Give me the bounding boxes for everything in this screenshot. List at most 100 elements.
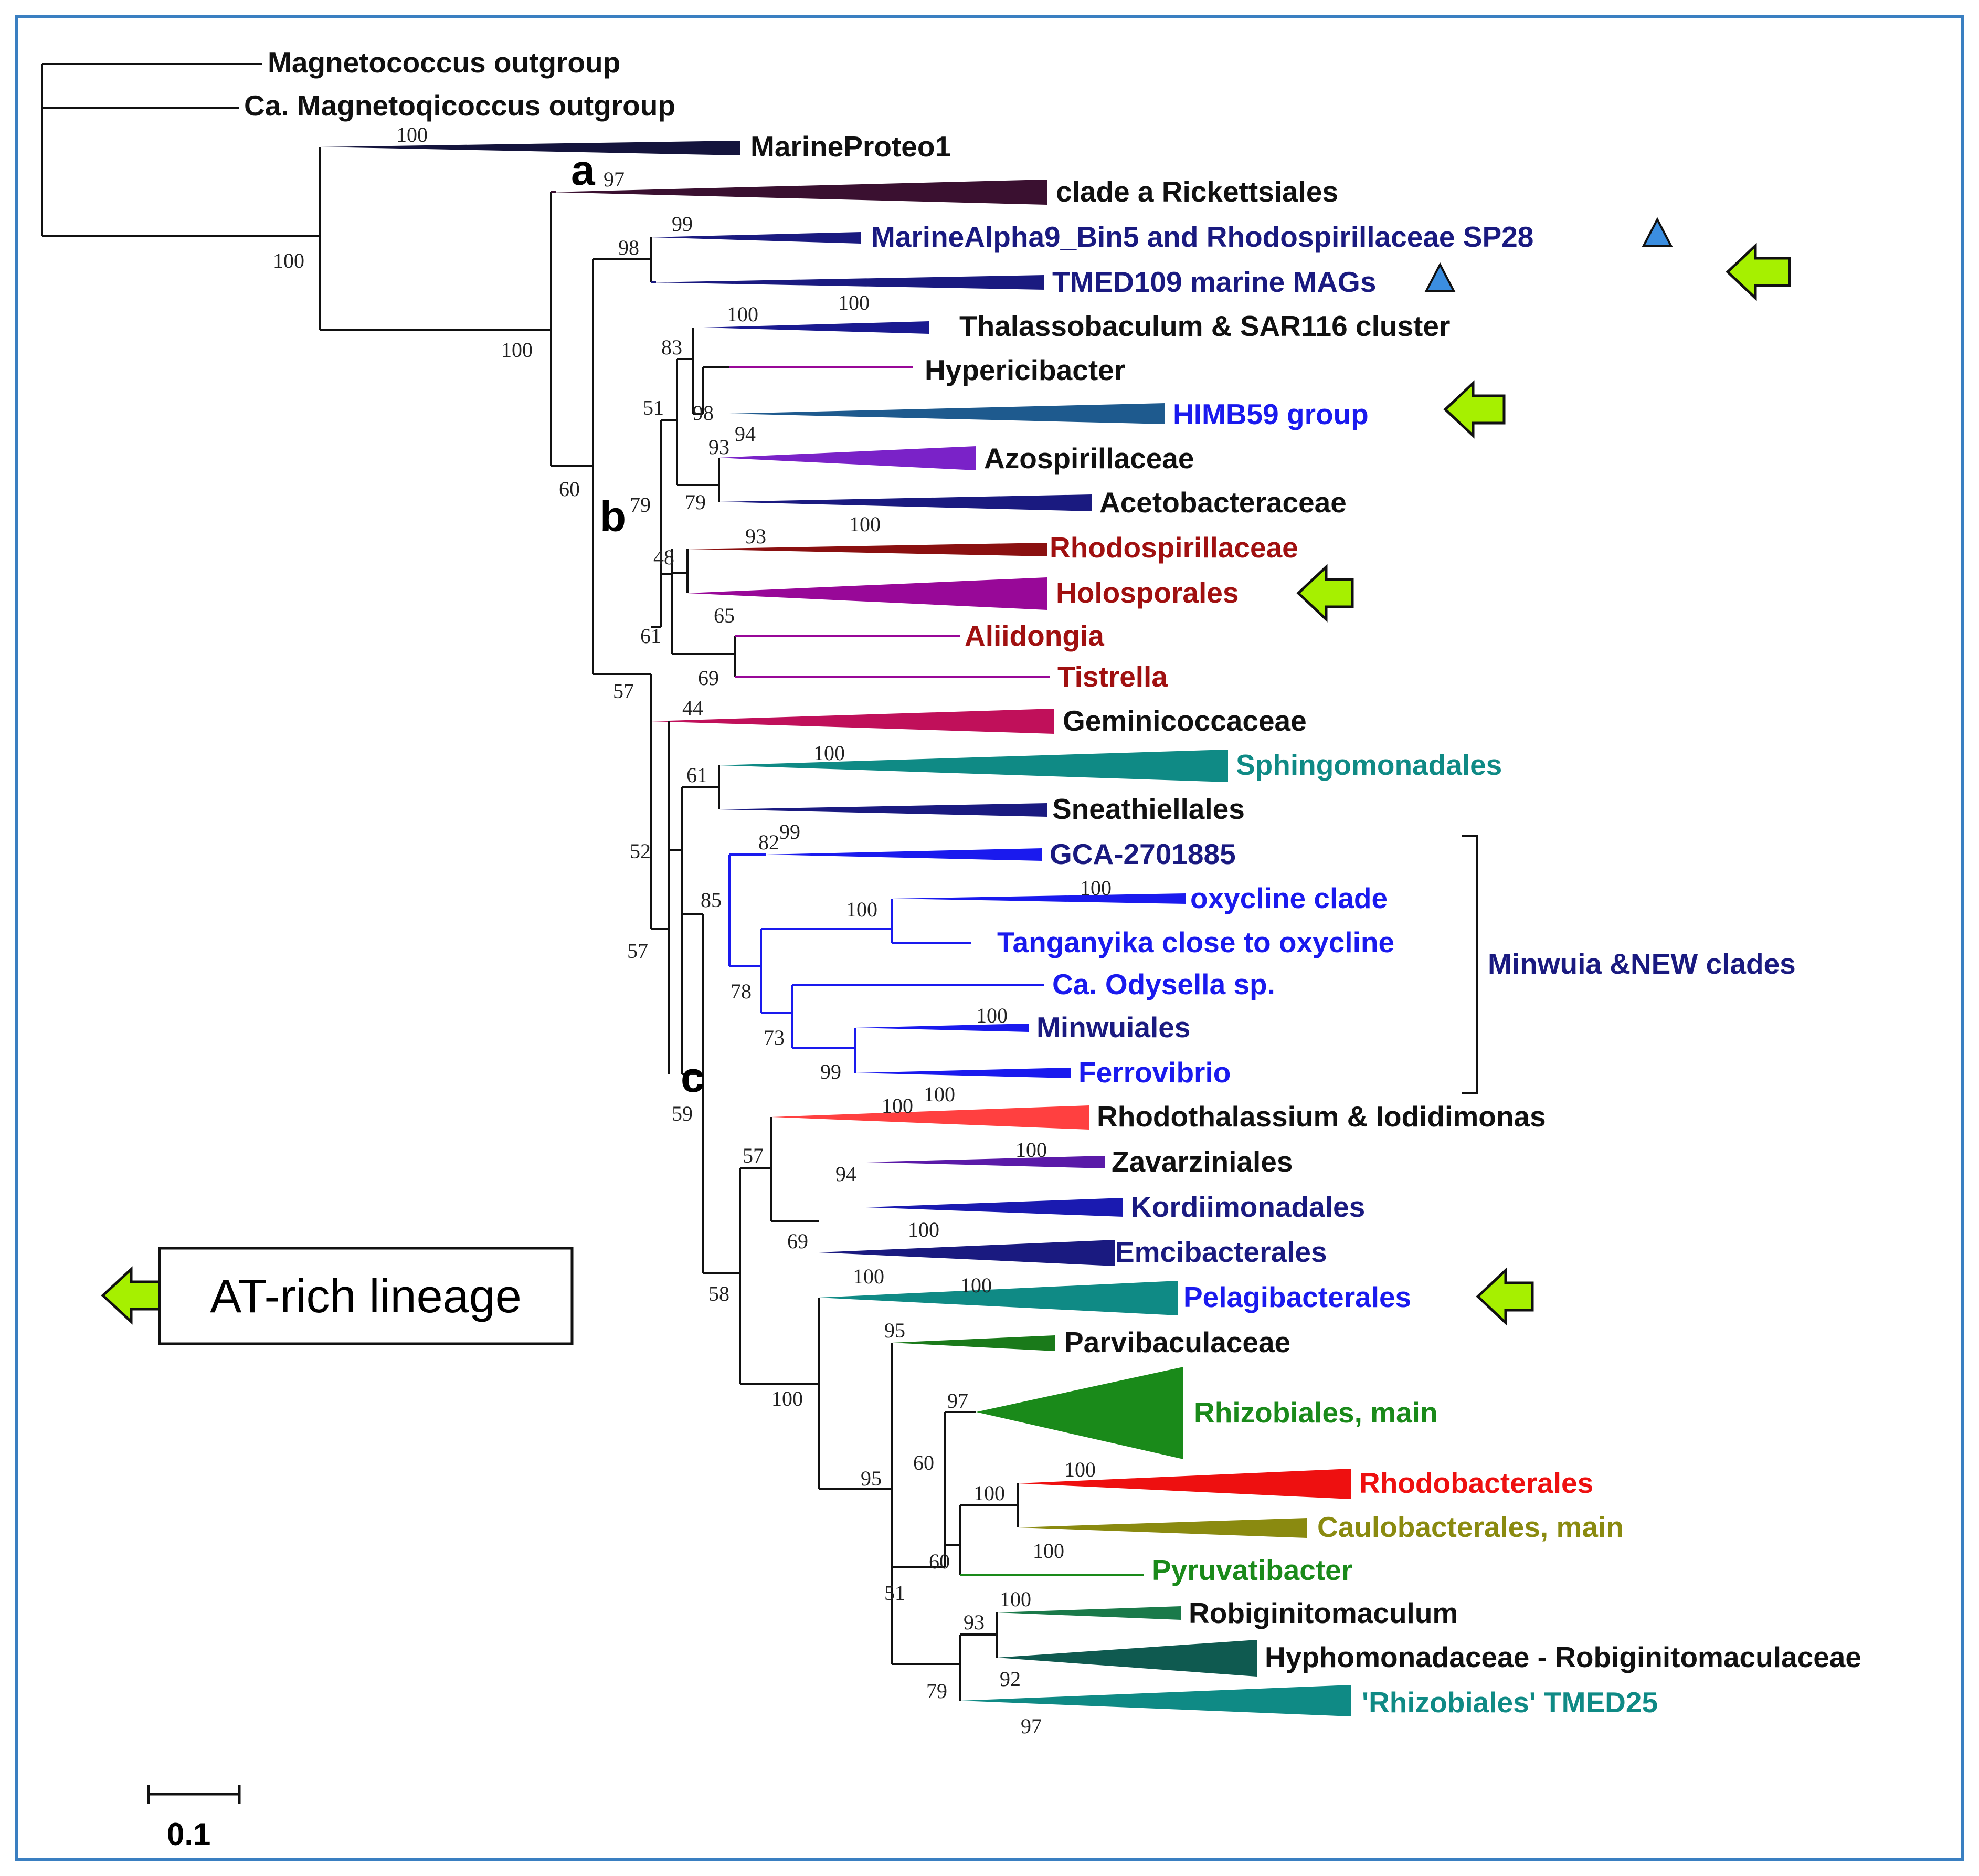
wedge-sneathiellales [719, 803, 1047, 817]
bootstrap-value: 73 [764, 1026, 785, 1049]
taxon-label-marineproteo1: MarineProteo1 [750, 130, 951, 163]
bootstrap-value: 95 [861, 1467, 882, 1490]
wedge-robiginitomaculum [997, 1606, 1181, 1620]
wedge-rickettsiales [551, 180, 1047, 205]
bootstrap-value: 57 [613, 679, 634, 703]
bootstrap-value: 100 [813, 741, 845, 765]
taxon-label-rhodospirillaceae: Rhodospirillaceae [1050, 531, 1298, 564]
branch-rhizobiales-root [740, 1298, 892, 1490]
bootstrap-value: 57 [627, 939, 648, 963]
bootstrap-value: 59 [672, 1102, 693, 1125]
bootstrap-value: 79 [630, 493, 651, 517]
branch-minwuia-root [682, 913, 819, 1384]
bootstrap-value: 99 [672, 212, 693, 236]
clade-letter-c: c [681, 1053, 705, 1101]
taxon-label-zavarziniales: Zavarziniales [1112, 1145, 1293, 1178]
bootstrap-value: 100 [960, 1273, 992, 1297]
bootstrap-value: 98 [618, 236, 639, 259]
taxon-label-parvibaculaceae: Parvibaculaceae [1064, 1326, 1290, 1358]
legend-label: AT-rich lineage [210, 1270, 522, 1323]
taxon-label-rhodobacterales: Rhodobacterales [1359, 1467, 1593, 1499]
bootstrap-value: 100 [396, 123, 428, 146]
bootstrap-value: 100 [882, 1094, 913, 1118]
taxon-label-odysella: Ca. Odysella sp. [1052, 968, 1275, 1000]
taxon-label-geminicoccaceae: Geminicoccaceae [1063, 704, 1307, 737]
bootstrap-value: 51 [643, 396, 664, 419]
taxon-label-azospirillaceae: Azospirillaceae [984, 442, 1194, 475]
branch-node-b [592, 258, 651, 675]
wedge-rhizobiales [976, 1367, 1183, 1459]
bootstrap-value: 100 [1033, 1539, 1064, 1563]
taxon-label-acetobacteraceae: Acetobacteraceae [1099, 486, 1347, 519]
triangle-marker-tmed109 [1424, 262, 1456, 292]
arrow-left-icon [1476, 1267, 1534, 1326]
bootstrap-value: 79 [926, 1679, 947, 1703]
branch-ingroup-root [319, 147, 551, 331]
taxon-label-kordiimonadales: Kordiimonadales [1131, 1190, 1365, 1223]
wedge-marinealpha9 [651, 232, 861, 244]
bootstrap-value: 100 [1064, 1458, 1096, 1481]
branch-core-b [650, 626, 669, 930]
bootstrap-value: 100 [727, 302, 758, 326]
wedge-acetobacteraceae [719, 494, 1092, 511]
bootstrap-value: 79 [685, 490, 706, 514]
bootstrap-value: 94 [735, 422, 756, 446]
bootstrap-value: 100 [924, 1082, 955, 1106]
taxon-label-ferrovibrio: Ferrovibrio [1078, 1056, 1231, 1089]
taxon-label-tistrella: Tistrella [1057, 660, 1168, 693]
bootstrap-value: 48 [653, 545, 674, 569]
branch-gca [728, 853, 1044, 1073]
wedge-tmed109 [651, 275, 1044, 290]
bootstrap-value: 60 [929, 1550, 950, 1573]
bootstrap-value: 51 [884, 1581, 905, 1605]
bootstrap-value: 100 [501, 338, 533, 362]
taxon-label-magnetoqicoccus: Ca. Magnetoqicoccus outgroup [244, 89, 675, 122]
bootstrap-value: 97 [1021, 1714, 1042, 1738]
wedge-parvibaculaceae [892, 1335, 1055, 1351]
arrow-left-icon [1296, 564, 1354, 623]
taxon-label-pelagibacterales: Pelagibacterales [1183, 1281, 1411, 1313]
bootstrap-value: 100 [973, 1481, 1005, 1505]
taxon-label-tmed109: TMED109 marine MAGs [1052, 266, 1376, 298]
taxon-label-hyphomonadaceae: Hyphomonadaceae - Robiginitomaculaceae [1265, 1641, 1861, 1673]
bootstrap-value: 100 [853, 1264, 884, 1288]
wedge-minwuiales [855, 1024, 1029, 1032]
bootstrap-value: 78 [731, 979, 752, 1003]
scale-bar-label: 0.1 [167, 1817, 210, 1852]
bootstrap-value: 85 [701, 888, 722, 912]
taxon-label-caulobacterales: Caulobacterales, main [1317, 1511, 1624, 1543]
wedge-azospirillaceae [719, 446, 976, 470]
bracket-label: Minwuia &NEW clades [1488, 947, 1796, 980]
taxon-label-oxycline: oxycline clade [1190, 882, 1388, 914]
bootstrap-value: 100 [849, 512, 881, 536]
wedge-rhodospirillaceae [687, 543, 1047, 556]
bootstrap-value: 94 [835, 1162, 856, 1186]
wedge-hyphomonadaceae [997, 1640, 1257, 1677]
bootstrap-value: 69 [698, 666, 719, 690]
taxon-label-sphingomonadales: Sphingomonadales [1236, 749, 1502, 781]
bootstrap-value: 58 [708, 1282, 729, 1305]
taxon-label-rhodothalassium: Rhodothalassium & Iodidimonas [1097, 1100, 1546, 1133]
wedge-pelagibacterales [819, 1281, 1178, 1315]
wedge-marineproteo1 [320, 141, 740, 155]
bootstrap-value: 100 [273, 249, 304, 272]
wedge-zavarziniales [866, 1156, 1105, 1168]
taxon-label-pyruvatibacter: Pyruvatibacter [1152, 1554, 1352, 1586]
wedge-rhodobacterales [1018, 1469, 1351, 1499]
bootstrap-value: 83 [661, 335, 682, 359]
bootstrap-value: 92 [1000, 1667, 1021, 1691]
wedge-geminicoccaceae [651, 709, 1054, 734]
bootstrap-value: 100 [1000, 1587, 1031, 1611]
branch-node-a [550, 192, 593, 467]
figure-frame [15, 15, 1964, 1861]
taxon-label-holosporales: Holosporales [1056, 576, 1239, 609]
bootstrap-value: 97 [604, 167, 625, 191]
wedge-ferrovibrio [855, 1068, 1071, 1078]
bootstrap-value: 99 [820, 1060, 841, 1083]
taxon-label-magnetococcus: Magnetococcus outgroup [268, 46, 620, 79]
taxon-label-hypericibacter: Hypericibacter [925, 354, 1125, 386]
taxon-labels: Magnetococcus outgroup Ca. Magnetoqicocc… [244, 46, 1861, 1719]
at-rich-arrows [1296, 243, 1791, 1326]
bootstrap-labels: 100 100 100 97 60 99 98 100 100 83 51 98… [273, 123, 1112, 1738]
